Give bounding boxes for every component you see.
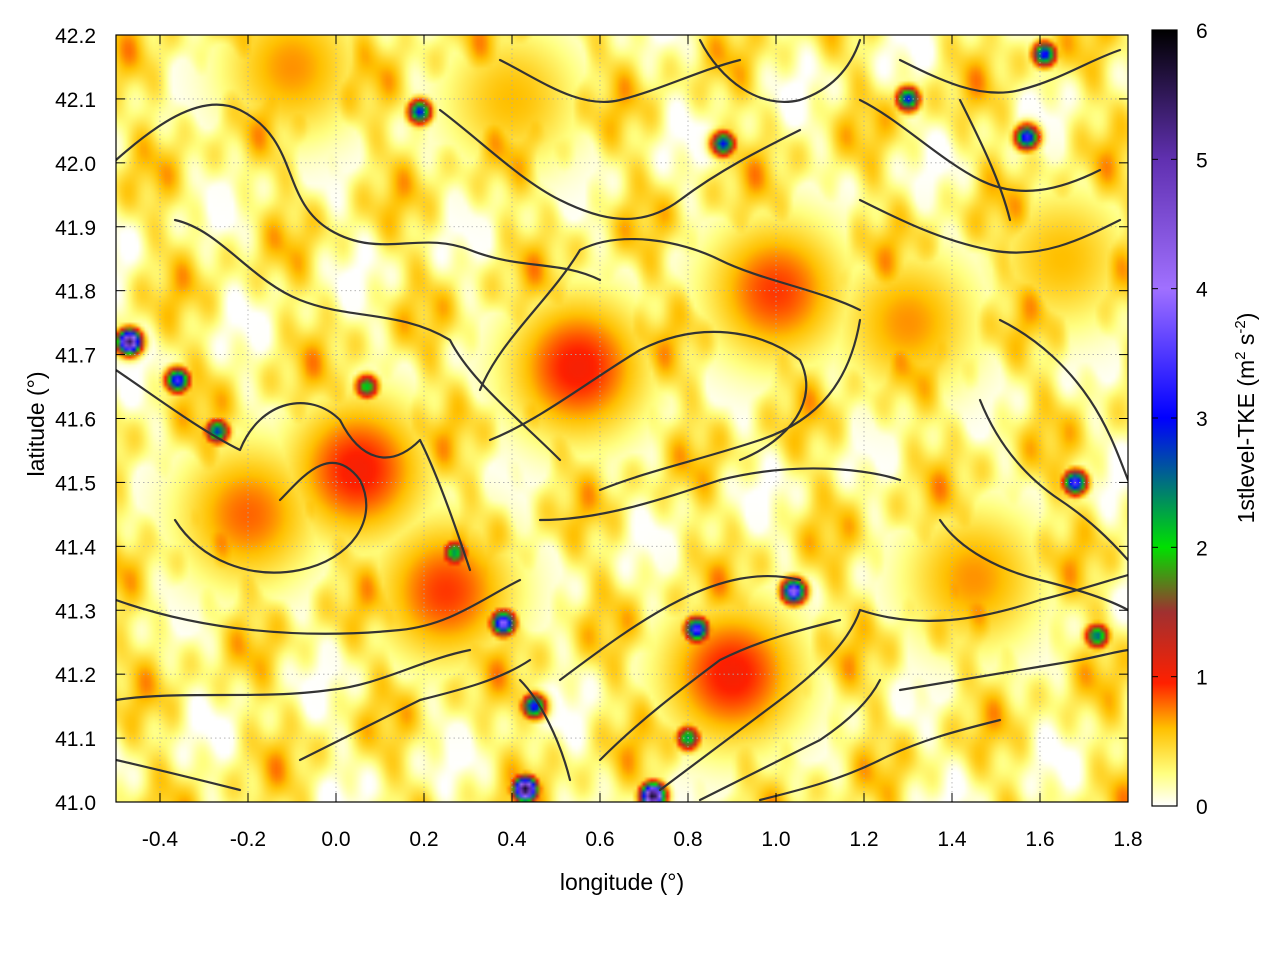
x-tick-label: 1.6 [1025,828,1054,851]
colorbar-title-mid: s [1233,334,1259,352]
x-tick-label: 0.6 [585,828,614,851]
grid-lines [116,35,1128,802]
x-tick-label: 0.2 [409,828,438,851]
colorbar-tick-label: 2 [1196,537,1208,560]
colorbar-title-sup2: -2 [1232,320,1249,333]
colorbar-title: 1stlevel-TKE (m2 s-2) [1232,313,1259,524]
x-tick-label: 1.2 [849,828,878,851]
y-tick-label: 41.3 [55,600,96,623]
x-tick-label: -0.2 [230,828,266,851]
colorbar-title-end: ) [1233,313,1259,321]
colorbar-title-main: 1stlevel-TKE (m [1233,360,1259,524]
x-tick-label: 1.4 [937,828,967,851]
colorbar-tick-labels: 0 1 2 3 4 5 6 [1196,20,1208,819]
colorbar-tick-marks [1152,29,1177,807]
y-tick-label: 41.7 [55,345,96,368]
x-tick-label: 1.0 [761,828,790,851]
x-tick-label: 0.4 [497,828,527,851]
y-tick-label: 41.6 [55,409,96,432]
y-tick-label: 42.2 [55,25,96,48]
colorbar-tick-label: 6 [1196,20,1208,43]
x-axis-tick-labels: -0.4 -0.2 0.0 0.2 0.4 0.6 0.8 1.0 1.2 1.4 1.6 1.8 [142,828,1143,851]
y-tick-label: 42.1 [55,89,96,112]
y-tick-label: 41.5 [55,472,96,495]
x-tick-label: 1.8 [1113,828,1142,851]
colorbar-tick-label: 1 [1196,667,1208,690]
colorbar-tick-label: 4 [1196,279,1208,302]
y-tick-label: 41.0 [55,792,96,815]
y-axis-tick-labels: 41.0 41.1 41.2 41.3 41.4 41.5 41.6 41.7 41.8 41.9… [55,25,96,815]
x-tick-label: 0.0 [321,828,350,851]
y-tick-label: 41.2 [55,664,96,687]
colorbar-tick-label: 5 [1196,149,1208,172]
colorbar-tick-label: 0 [1196,796,1208,819]
y-tick-label: 41.1 [55,728,96,751]
x-tick-label: -0.4 [142,828,179,851]
terrain-contours [116,38,1128,802]
colorbar-tick-label: 3 [1196,408,1208,431]
x-axis-title: longitude (°) [560,869,684,895]
y-tick-label: 42.0 [55,153,96,176]
y-tick-label: 41.8 [55,281,96,304]
y-tick-label: 41.4 [55,536,96,559]
x-tick-label: 0.8 [673,828,702,851]
plot-frame [115,34,1129,803]
y-tick-label: 41.9 [55,217,96,240]
y-axis-title: latitude (°) [23,371,49,476]
colorbar-title-sup1: 2 [1232,351,1249,359]
plot-area [115,34,1129,803]
